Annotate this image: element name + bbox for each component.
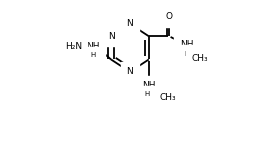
Text: H: H — [185, 51, 190, 57]
Text: H: H — [145, 91, 150, 97]
Text: N: N — [127, 67, 133, 76]
Text: CH₃: CH₃ — [191, 54, 208, 62]
Text: CH₃: CH₃ — [159, 93, 176, 102]
Text: NH: NH — [86, 42, 100, 51]
Text: H: H — [90, 52, 96, 58]
Text: N: N — [108, 32, 114, 41]
Text: O: O — [166, 12, 173, 21]
Text: NH: NH — [180, 40, 193, 49]
Text: N: N — [127, 19, 133, 28]
Text: NH: NH — [142, 81, 156, 90]
Text: H₂N: H₂N — [65, 42, 82, 51]
